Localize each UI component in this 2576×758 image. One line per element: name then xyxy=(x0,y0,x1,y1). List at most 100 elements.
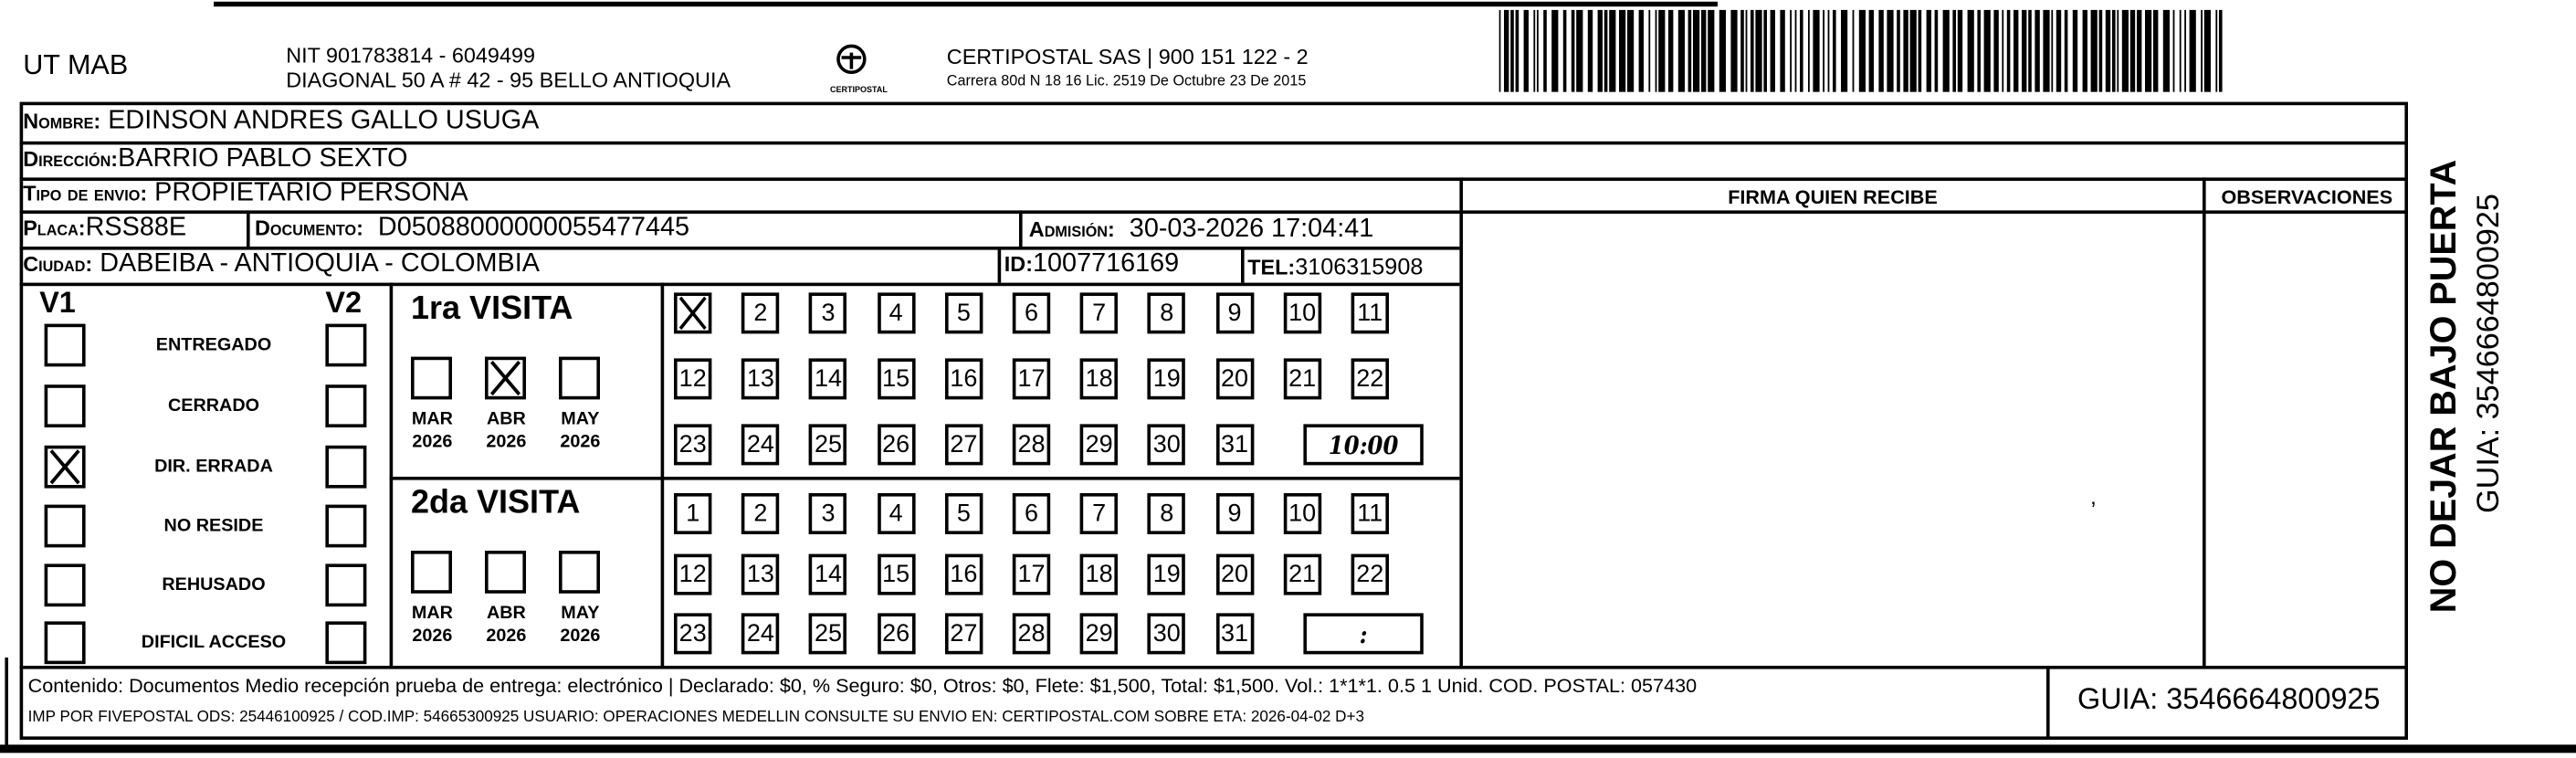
barcode-bar xyxy=(1745,9,1748,92)
day-box-22[interactable]: 22 xyxy=(1351,553,1389,595)
day-box-17[interactable]: 17 xyxy=(1012,553,1051,595)
day-box-31[interactable]: 31 xyxy=(1215,613,1254,655)
day-box-14[interactable]: 14 xyxy=(809,358,847,400)
observations-header: OBSERVACIONES xyxy=(2221,185,2393,209)
day-box-10[interactable]: 10 xyxy=(1283,493,1321,534)
month-checkbox[interactable] xyxy=(411,356,452,400)
month-checkbox[interactable] xyxy=(411,551,452,594)
barcode-bar xyxy=(1701,9,1707,92)
time-box[interactable]: : xyxy=(1303,613,1424,655)
day-number: 13 xyxy=(746,364,774,394)
day-box-5[interactable]: 5 xyxy=(944,493,983,534)
day-box-28[interactable]: 28 xyxy=(1012,424,1051,466)
x-mark-icon xyxy=(678,296,707,331)
day-box-1[interactable]: 1 xyxy=(674,493,712,534)
v1-checkbox[interactable] xyxy=(44,323,86,367)
day-box-4[interactable]: 4 xyxy=(877,292,915,334)
day-box-24[interactable]: 24 xyxy=(741,424,780,466)
v1-checkbox[interactable] xyxy=(44,445,86,489)
day-box-9[interactable]: 9 xyxy=(1215,493,1254,534)
day-box-2[interactable]: 2 xyxy=(741,292,780,334)
day-box-11[interactable]: 11 xyxy=(1351,493,1389,534)
day-box-11[interactable]: 11 xyxy=(1351,292,1389,334)
v2-checkbox[interactable] xyxy=(325,323,367,367)
day-box-30[interactable]: 30 xyxy=(1148,613,1186,655)
day-box-20[interactable]: 20 xyxy=(1215,553,1254,595)
day-number: 2 xyxy=(753,299,768,328)
day-box-26[interactable]: 26 xyxy=(877,613,915,655)
month-checkbox[interactable] xyxy=(485,356,526,400)
id-label: ID: xyxy=(1004,251,1034,277)
day-box-23[interactable]: 23 xyxy=(674,613,712,655)
v2-checkbox[interactable] xyxy=(325,445,367,489)
day-box-6[interactable]: 6 xyxy=(1012,493,1051,534)
month-checkbox[interactable] xyxy=(485,551,526,594)
v2-checkbox[interactable] xyxy=(325,384,367,427)
day-box-30[interactable]: 30 xyxy=(1148,424,1186,466)
day-box-3[interactable]: 3 xyxy=(809,493,847,534)
divider xyxy=(1019,210,1023,247)
barcode-bar xyxy=(1648,9,1651,92)
month-checkbox[interactable] xyxy=(559,356,600,400)
v1-checkbox[interactable] xyxy=(44,621,86,665)
day-box-16[interactable]: 16 xyxy=(944,358,983,400)
v2-checkbox[interactable] xyxy=(325,504,367,548)
day-box-20[interactable]: 20 xyxy=(1215,358,1254,400)
day-box-3[interactable]: 3 xyxy=(809,292,847,334)
v1-checkbox[interactable] xyxy=(44,563,86,607)
day-box-5[interactable]: 5 xyxy=(944,292,983,334)
status-label: DIR. ERRADA xyxy=(154,457,273,477)
day-box-25[interactable]: 25 xyxy=(809,613,847,655)
day-box-21[interactable]: 21 xyxy=(1283,553,1321,595)
day-box-26[interactable]: 26 xyxy=(877,424,915,466)
day-box-13[interactable]: 13 xyxy=(741,358,780,400)
day-box-19[interactable]: 19 xyxy=(1148,358,1186,400)
v2-checkbox[interactable] xyxy=(325,563,367,607)
day-box-7[interactable]: 7 xyxy=(1079,292,1119,334)
address-label: Dirección: xyxy=(23,146,119,172)
day-box-29[interactable]: 29 xyxy=(1079,424,1119,466)
day-box-18[interactable]: 18 xyxy=(1079,358,1119,400)
month-label: MAR 2026 xyxy=(399,407,465,453)
day-box-23[interactable]: 23 xyxy=(674,424,712,466)
day-box-7[interactable]: 7 xyxy=(1079,493,1119,534)
month-checkbox[interactable] xyxy=(559,551,600,594)
day-box-19[interactable]: 19 xyxy=(1148,553,1186,595)
day-box-27[interactable]: 27 xyxy=(944,613,983,655)
divider xyxy=(19,247,1460,250)
day-box-15[interactable]: 15 xyxy=(877,553,915,595)
divider xyxy=(1459,177,1463,668)
day-box-4[interactable]: 4 xyxy=(877,493,915,534)
observations-area[interactable] xyxy=(2206,214,2408,666)
day-box-28[interactable]: 28 xyxy=(1012,613,1051,655)
day-box-25[interactable]: 25 xyxy=(809,424,847,466)
signature-area[interactable] xyxy=(1463,214,2203,666)
day-box-6[interactable]: 6 xyxy=(1012,292,1051,334)
day-box-12[interactable]: 12 xyxy=(674,358,712,400)
day-box-15[interactable]: 15 xyxy=(877,358,915,400)
day-box-21[interactable]: 21 xyxy=(1283,358,1321,400)
day-box-10[interactable]: 10 xyxy=(1283,292,1321,334)
time-box[interactable]: 10:00 xyxy=(1303,424,1424,466)
day-box-2[interactable]: 2 xyxy=(741,493,780,534)
day-box-22[interactable]: 22 xyxy=(1351,358,1389,400)
day-box-31[interactable]: 31 xyxy=(1215,424,1254,466)
day-box-27[interactable]: 27 xyxy=(944,424,983,466)
day-box-9[interactable]: 9 xyxy=(1215,292,1254,334)
v2-checkbox[interactable] xyxy=(325,621,367,665)
v1-checkbox[interactable] xyxy=(44,384,86,427)
day-box-12[interactable]: 12 xyxy=(674,553,712,595)
day-box-17[interactable]: 17 xyxy=(1012,358,1051,400)
day-box-29[interactable]: 29 xyxy=(1079,613,1119,655)
day-box-1[interactable] xyxy=(674,292,712,334)
day-box-18[interactable]: 18 xyxy=(1079,553,1119,595)
day-box-14[interactable]: 14 xyxy=(809,553,847,595)
day-box-8[interactable]: 8 xyxy=(1148,493,1186,534)
day-box-13[interactable]: 13 xyxy=(741,553,780,595)
day-box-24[interactable]: 24 xyxy=(741,613,780,655)
day-number: 29 xyxy=(1085,619,1113,648)
day-box-16[interactable]: 16 xyxy=(944,553,983,595)
v1-checkbox[interactable] xyxy=(44,504,86,548)
day-box-8[interactable]: 8 xyxy=(1148,292,1186,334)
barcode-bar xyxy=(1510,9,1514,92)
